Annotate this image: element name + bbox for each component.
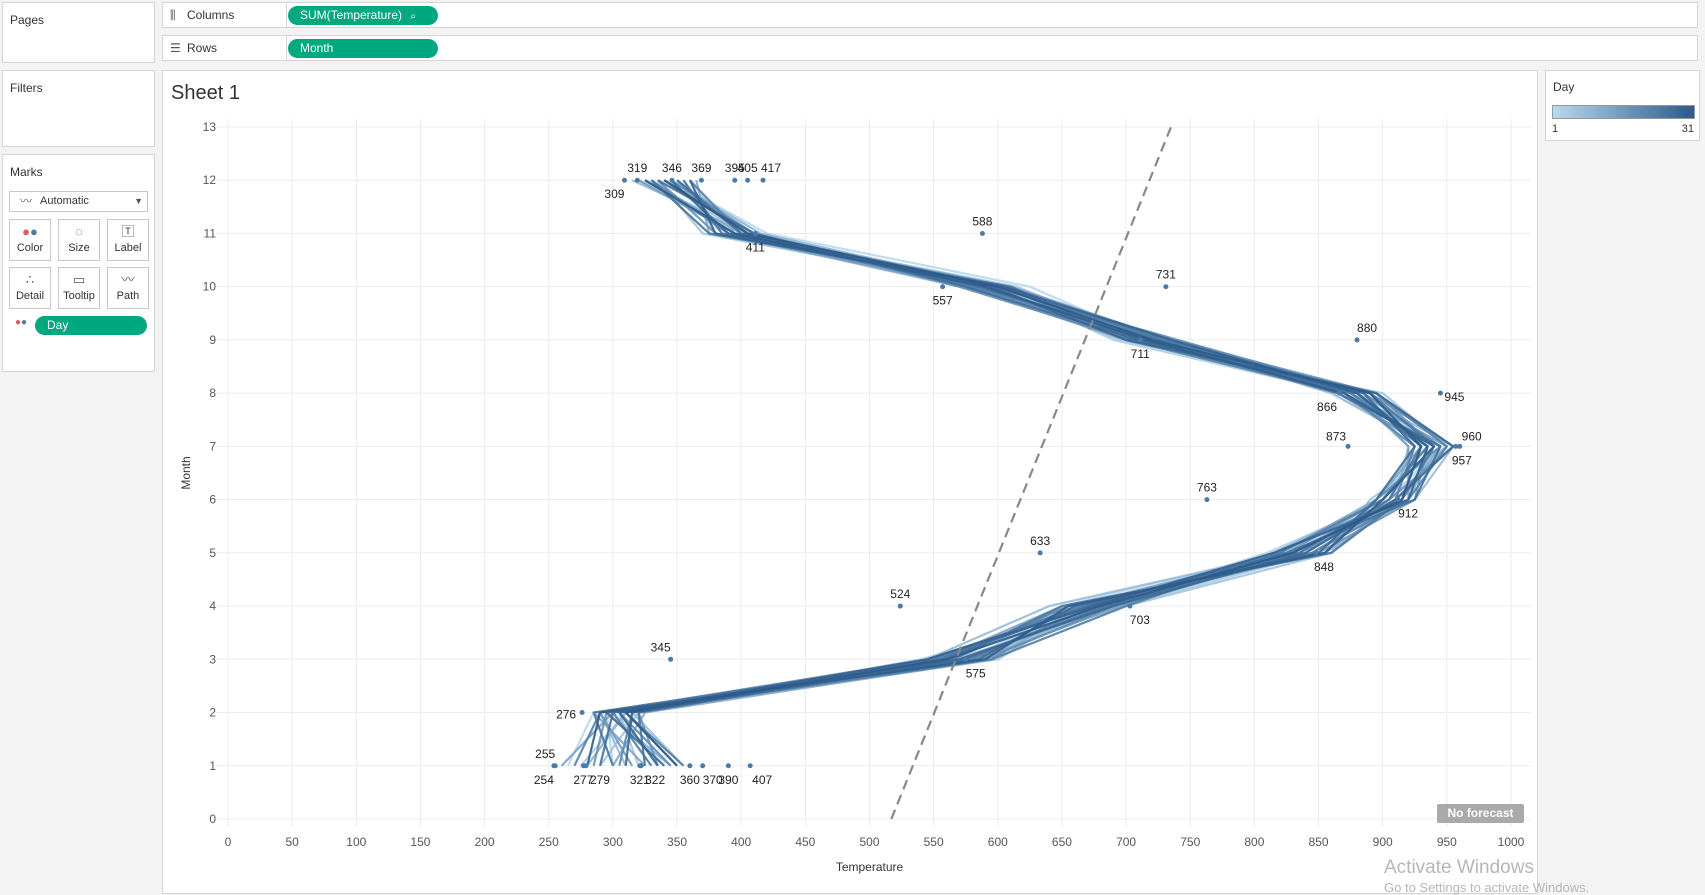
filters-panel[interactable]: Filters [2,70,155,147]
month-field-label: Month [300,41,334,55]
trend-icon: ⌕ [410,11,416,22]
color-encoding-icon: ●● [15,317,28,328]
tooltip-icon: ▭ [72,272,86,287]
legend-min-label: 1 [1552,123,1559,135]
label-icon: 🅃 [121,224,135,239]
watermark-activate: Activate Windows [1384,857,1534,878]
color-button[interactable]: ●● Color [9,219,51,261]
day-legend: Day 1 31 [1545,70,1700,141]
mark-type-value: Automatic [40,195,89,207]
columns-icon: ⫼ [170,8,176,22]
month-field-pill[interactable]: Month [288,39,438,58]
day-field-pill[interactable]: Day [35,316,147,335]
filters-panel-title: Filters [10,81,43,95]
day-field-label: Day [47,318,69,332]
legend-max-label: 31 [1681,123,1694,135]
label-button-label: Label [114,242,142,254]
sheet-title: Sheet 1 [171,82,240,104]
legend-gradient [1552,105,1695,119]
temperature-field-pill[interactable]: SUM(Temperature) ⌕ [288,6,438,25]
pages-panel[interactable]: Pages [2,2,155,63]
rows-shelf[interactable]: ☰ Rows Month [162,35,1698,61]
path-button[interactable]: 〰 Path [107,267,149,309]
detail-button[interactable]: ∴ Detail [9,267,51,309]
line-mark-icon: 〰 [20,194,33,208]
sheet-view [162,70,1538,894]
columns-shelf-label: Columns [163,3,287,27]
path-icon: 〰 [121,272,135,287]
watermark-settings: Go to Settings to activate Windows. [1384,880,1590,895]
size-button[interactable]: ◌ Size [58,219,100,261]
columns-shelf[interactable]: ⫼ Columns SUM(Temperature) ⌕ [162,2,1698,28]
size-button-label: Size [68,242,90,254]
rows-shelf-label: Rows [163,36,287,60]
pages-panel-title: Pages [10,13,45,27]
label-button[interactable]: 🅃 Label [107,219,149,261]
rows-icon: ☰ [170,41,181,55]
color-icon: ●● [22,224,38,239]
mark-type-dropdown[interactable]: 〰 Automatic ▼ [9,191,148,212]
marks-panel-title: Marks [10,165,43,179]
forecast-badge[interactable]: No forecast [1437,804,1524,823]
detail-button-label: Detail [15,290,45,302]
tooltip-button-label: Tooltip [63,290,95,302]
tooltip-button[interactable]: ▭ Tooltip [58,267,100,309]
legend-title: Day [1553,80,1575,94]
color-button-label: Color [16,242,44,254]
path-button-label: Path [116,290,140,302]
temperature-field-label: SUM(Temperature) [300,8,403,22]
size-icon: ◌ [75,224,83,239]
detail-icon: ∴ [25,272,35,287]
marks-panel: Marks 〰 Automatic ▼ ●● Color ◌ Size 🅃 La… [2,154,155,372]
chevron-down-icon: ▼ [134,196,143,206]
